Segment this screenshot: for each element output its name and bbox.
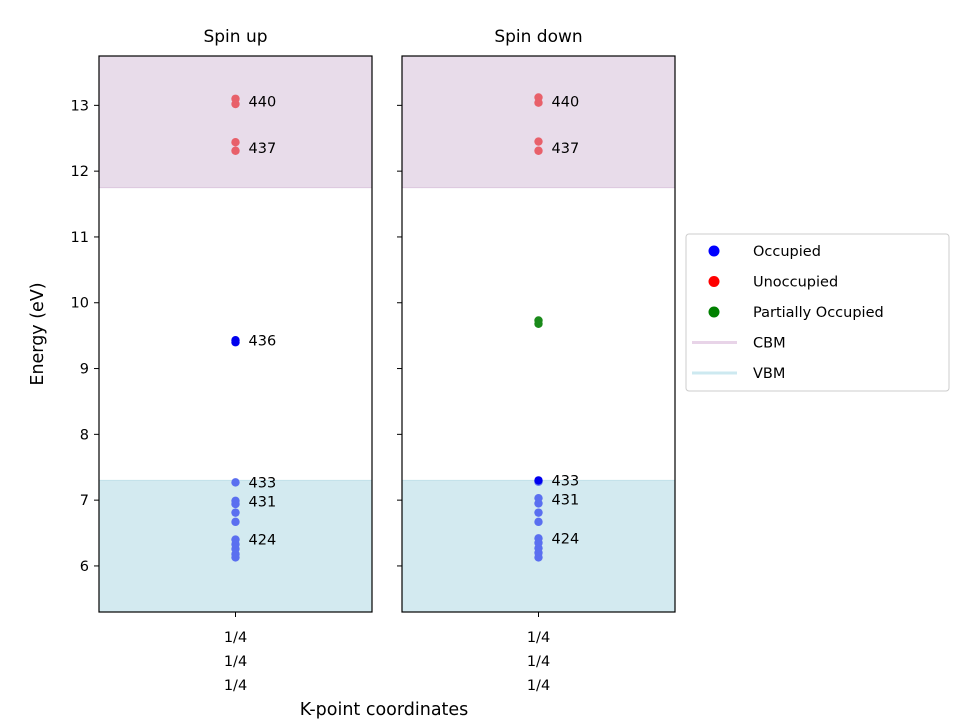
unoccupied-point bbox=[534, 137, 543, 146]
band-index-label: 436 bbox=[249, 333, 277, 349]
legend-box bbox=[685, 233, 950, 392]
band-index-label: 437 bbox=[552, 141, 580, 157]
y-axis-label: Energy (eV) bbox=[28, 282, 48, 385]
x-tick-label: 1/4 bbox=[527, 654, 550, 670]
partial-point bbox=[534, 316, 543, 325]
legend-marker bbox=[708, 245, 720, 257]
occupied-point bbox=[534, 493, 543, 503]
x-axis-label: K-point coordinates bbox=[300, 700, 469, 720]
legend-marker bbox=[708, 276, 720, 287]
y-tick-label: 12 bbox=[71, 164, 89, 180]
legend-label: Occupied bbox=[753, 244, 821, 260]
occupied-point bbox=[534, 517, 543, 527]
legend-label: VBM bbox=[753, 366, 785, 382]
legend-marker bbox=[708, 306, 720, 318]
occupied-point bbox=[231, 478, 240, 487]
unoccupied-point bbox=[534, 146, 543, 155]
panel-title: Spin down bbox=[494, 27, 582, 47]
y-tick-label: 10 bbox=[71, 296, 89, 312]
cbm-region bbox=[402, 56, 675, 188]
occupied-point bbox=[534, 508, 543, 517]
cbm-region bbox=[99, 56, 372, 188]
legend-label: CBM bbox=[753, 336, 786, 352]
occupied-point bbox=[231, 496, 240, 505]
x-tick-label: 1/4 bbox=[224, 678, 247, 694]
band-index-label: 440 bbox=[249, 94, 277, 110]
x-tick-label: 1/4 bbox=[224, 654, 247, 670]
band-index-label: 424 bbox=[552, 531, 580, 547]
band-index-label: 440 bbox=[552, 94, 580, 110]
panel-title: Spin up bbox=[203, 27, 267, 47]
band-index-label: 437 bbox=[249, 141, 277, 157]
y-tick-label: 6 bbox=[80, 559, 89, 575]
x-tick-label: 1/4 bbox=[527, 630, 550, 646]
occupied-point bbox=[231, 336, 240, 345]
x-tick-label: 1/4 bbox=[527, 678, 550, 694]
legend-label: Partially Occupied bbox=[753, 305, 884, 321]
x-tick-label: 1/4 bbox=[224, 630, 247, 646]
legend-label: Unoccupied bbox=[753, 275, 838, 291]
unoccupied-point bbox=[231, 146, 240, 155]
occupied-point bbox=[231, 508, 240, 517]
band-index-label: 433 bbox=[552, 473, 580, 489]
y-tick-label: 11 bbox=[71, 230, 89, 246]
occupied-point bbox=[534, 534, 543, 543]
unoccupied-point bbox=[231, 137, 240, 147]
band-index-label: 431 bbox=[552, 492, 580, 508]
occupied-point bbox=[534, 476, 543, 485]
y-tick-label: 13 bbox=[71, 98, 89, 114]
unoccupied-point bbox=[534, 93, 543, 102]
band-index-label: 433 bbox=[249, 475, 277, 491]
y-tick-label: 9 bbox=[80, 362, 89, 378]
y-tick-label: 7 bbox=[80, 493, 89, 509]
band-index-label: 431 bbox=[249, 494, 277, 510]
unoccupied-point bbox=[231, 94, 240, 103]
occupied-point bbox=[231, 517, 240, 527]
y-tick-label: 8 bbox=[80, 427, 89, 443]
occupied-point bbox=[231, 535, 240, 544]
band-index-label: 424 bbox=[249, 533, 277, 549]
